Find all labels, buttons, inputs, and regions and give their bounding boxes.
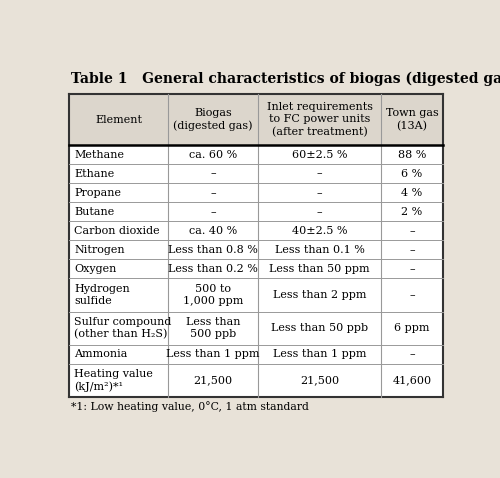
Bar [381, 202, 443, 221]
Bar [70, 202, 168, 221]
Text: Less than 0.2 %: Less than 0.2 % [168, 264, 258, 274]
Text: Ethane: Ethane [74, 169, 114, 179]
Text: Inlet requirements
to FC power units
(after treatment): Inlet requirements to FC power units (af… [266, 102, 372, 137]
Text: Heating value
(kJ/m²)*¹: Heating value (kJ/m²)*¹ [74, 369, 153, 392]
Text: Town gas
(13A): Town gas (13A) [386, 109, 438, 131]
Text: 21,500: 21,500 [194, 376, 232, 385]
Bar [168, 164, 258, 183]
Bar [70, 183, 168, 202]
Bar [258, 364, 381, 397]
Bar [168, 279, 258, 312]
Bar [381, 221, 443, 240]
Bar [168, 345, 258, 364]
Text: Less than 1 ppm: Less than 1 ppm [273, 349, 366, 359]
Bar [168, 221, 258, 240]
Bar [258, 94, 381, 145]
Text: Ammonia: Ammonia [74, 349, 128, 359]
Bar [381, 279, 443, 312]
Bar [258, 345, 381, 364]
Bar [168, 145, 258, 164]
Text: Less than 50 ppm: Less than 50 ppm [269, 264, 370, 274]
Text: –: – [409, 264, 414, 274]
Bar [70, 364, 168, 397]
Bar [70, 345, 168, 364]
Text: Oxygen: Oxygen [74, 264, 116, 274]
Bar [70, 279, 168, 312]
Bar [381, 345, 443, 364]
Bar [70, 94, 168, 145]
Bar [70, 312, 168, 345]
Bar [258, 145, 381, 164]
Text: ca. 60 %: ca. 60 % [189, 150, 237, 160]
Text: ca. 40 %: ca. 40 % [189, 226, 237, 236]
Text: Nitrogen: Nitrogen [74, 245, 125, 255]
Text: –: – [316, 169, 322, 179]
Text: Propane: Propane [74, 188, 121, 198]
Text: 60±2.5 %: 60±2.5 % [292, 150, 348, 160]
Text: 4 %: 4 % [402, 188, 422, 198]
Text: *1: Low heating value, 0°C, 1 atm standard: *1: Low heating value, 0°C, 1 atm standa… [72, 401, 310, 412]
Text: Less than 1 ppm: Less than 1 ppm [166, 349, 260, 359]
Text: 2 %: 2 % [402, 206, 422, 217]
Text: 6 ppm: 6 ppm [394, 323, 430, 333]
Text: Less than 0.1 %: Less than 0.1 % [274, 245, 364, 255]
Text: –: – [409, 290, 414, 300]
Text: –: – [409, 349, 414, 359]
Text: Less than 0.8 %: Less than 0.8 % [168, 245, 258, 255]
Bar [70, 164, 168, 183]
Bar [168, 312, 258, 345]
Bar [258, 164, 381, 183]
Text: 6 %: 6 % [402, 169, 422, 179]
Text: –: – [210, 206, 216, 217]
Text: –: – [409, 226, 414, 236]
Text: –: – [316, 206, 322, 217]
Bar [168, 364, 258, 397]
Text: Less than
500 ppb: Less than 500 ppb [186, 317, 240, 339]
Text: Element: Element [95, 115, 142, 125]
Bar [70, 145, 168, 164]
Text: Butane: Butane [74, 206, 114, 217]
Bar [381, 240, 443, 260]
Bar [168, 240, 258, 260]
Bar [70, 221, 168, 240]
Bar [168, 202, 258, 221]
Text: Biogas
(digested gas): Biogas (digested gas) [174, 108, 253, 131]
Text: 500 to
1,000 ppm: 500 to 1,000 ppm [183, 284, 244, 306]
Bar [381, 183, 443, 202]
Text: Hydrogen
sulfide: Hydrogen sulfide [74, 284, 130, 306]
Text: Carbon dioxide: Carbon dioxide [74, 226, 160, 236]
Bar [381, 312, 443, 345]
Text: –: – [210, 188, 216, 198]
Text: Table 1   General characteristics of biogas (digested gas): Table 1 General characteristics of bioga… [72, 72, 500, 87]
Bar [258, 221, 381, 240]
Text: Methane: Methane [74, 150, 124, 160]
Bar [168, 183, 258, 202]
Bar [70, 260, 168, 279]
Bar [258, 279, 381, 312]
Text: Sulfur compound
(other than H₂S): Sulfur compound (other than H₂S) [74, 317, 172, 339]
Bar [381, 364, 443, 397]
Text: 21,500: 21,500 [300, 376, 339, 385]
Bar [258, 312, 381, 345]
Bar [381, 94, 443, 145]
Bar [258, 260, 381, 279]
Text: –: – [316, 188, 322, 198]
Bar [258, 183, 381, 202]
Bar [258, 202, 381, 221]
Bar [168, 94, 258, 145]
Text: Less than 50 ppb: Less than 50 ppb [271, 323, 368, 333]
Bar [381, 145, 443, 164]
Bar [381, 260, 443, 279]
Bar [168, 260, 258, 279]
Text: –: – [210, 169, 216, 179]
Bar [70, 240, 168, 260]
Bar [381, 164, 443, 183]
Bar [258, 240, 381, 260]
Text: –: – [409, 245, 414, 255]
Text: 88 %: 88 % [398, 150, 426, 160]
Text: 41,600: 41,600 [392, 376, 432, 385]
Text: Less than 2 ppm: Less than 2 ppm [273, 290, 366, 300]
Text: 40±2.5 %: 40±2.5 % [292, 226, 348, 236]
